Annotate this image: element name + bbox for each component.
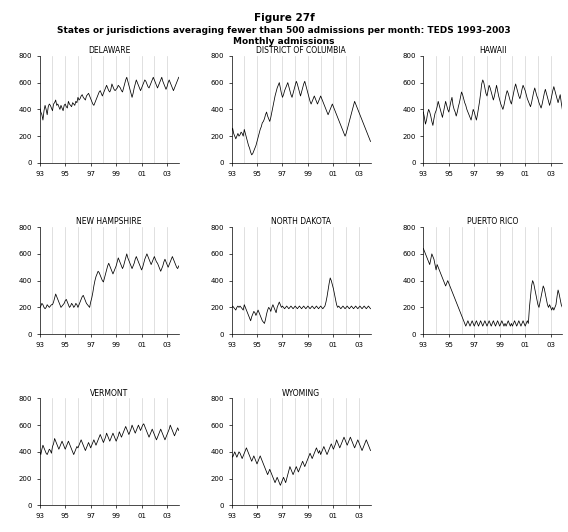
Text: States or jurisdictions averaging fewer than 500 admissions per month: TEDS 1993: States or jurisdictions averaging fewer … xyxy=(57,26,511,35)
Title: PUERTO RICO: PUERTO RICO xyxy=(467,218,519,226)
Title: DISTRICT OF COLUMBIA: DISTRICT OF COLUMBIA xyxy=(256,46,346,55)
Title: DELAWARE: DELAWARE xyxy=(88,46,131,55)
Title: NORTH DAKOTA: NORTH DAKOTA xyxy=(271,218,331,226)
Title: NEW HAMPSHIRE: NEW HAMPSHIRE xyxy=(77,218,142,226)
Title: VERMONT: VERMONT xyxy=(90,388,128,397)
Text: Monthly admissions: Monthly admissions xyxy=(233,37,335,46)
Title: HAWAII: HAWAII xyxy=(479,46,507,55)
Text: Figure 27f: Figure 27f xyxy=(254,13,314,23)
Title: WYOMING: WYOMING xyxy=(282,388,320,397)
